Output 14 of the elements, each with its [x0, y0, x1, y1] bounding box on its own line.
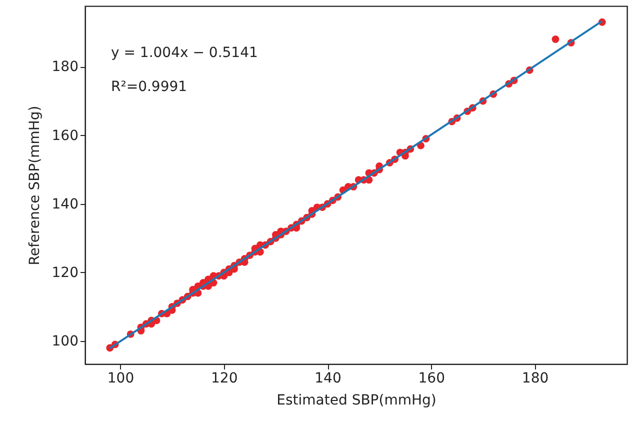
x-tick-label: 100 [107, 370, 134, 386]
x-tick-label: 140 [314, 370, 342, 386]
y-axis-title: Reference SBP(mmHg) [26, 106, 43, 266]
x-tick-label: 120 [211, 370, 238, 386]
x-axis-title: Estimated SBP(mmHg) [276, 392, 436, 408]
y-tick-label: 180 [52, 59, 78, 76]
y-tick-label: 100 [52, 334, 78, 350]
y-tick-label: 120 [52, 264, 78, 281]
annotation: R²=0.9991 [111, 79, 188, 95]
x-tick-label: 180 [522, 370, 549, 386]
y-tick-label: 140 [52, 196, 78, 212]
x-tick-label: 160 [418, 370, 445, 386]
annotation: y = 1.004x − 0.5141 [111, 45, 258, 61]
y-tick-label: 160 [52, 128, 78, 144]
